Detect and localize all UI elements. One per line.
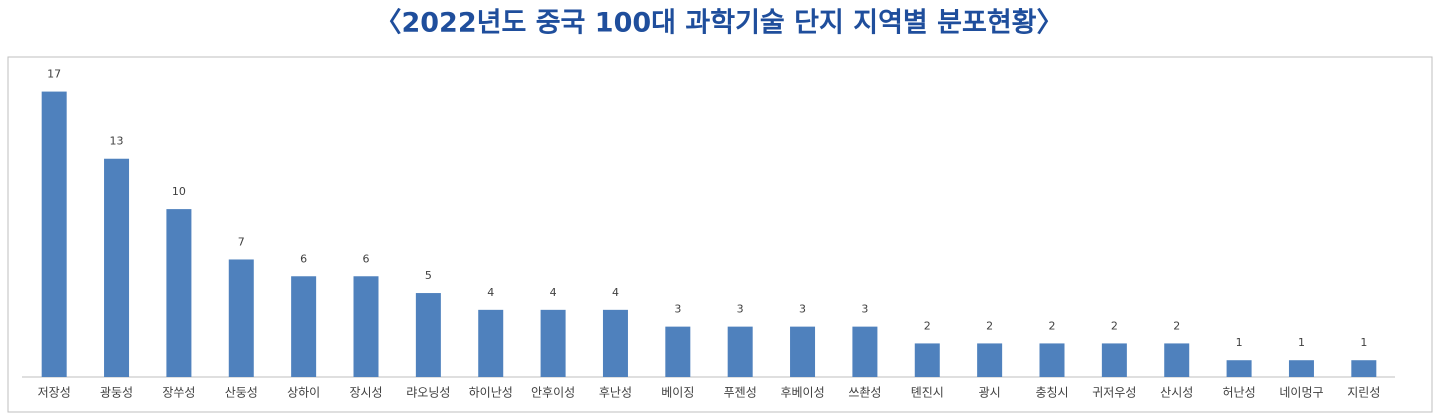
data-label: 2: [1173, 319, 1180, 332]
bar: [914, 343, 940, 377]
x-tick-label: 장쑤성: [162, 386, 195, 400]
data-label: 2: [986, 319, 993, 332]
x-tick-label: 랴오닝성: [406, 386, 450, 400]
x-tick-label: 톈진시: [911, 386, 944, 400]
data-label: 10: [172, 185, 186, 198]
data-label: 2: [1111, 319, 1118, 332]
chart-frame: [7, 56, 1433, 413]
bar: [1351, 360, 1377, 377]
bar: [291, 276, 317, 377]
bar: [1226, 360, 1252, 377]
data-label: 3: [737, 303, 744, 316]
x-tick-label: 광시: [979, 386, 1001, 400]
data-label: 1: [1360, 336, 1367, 349]
bar: [790, 326, 816, 377]
bar: [540, 309, 566, 377]
x-tick-label: 허난성: [1223, 386, 1256, 400]
bar: [852, 326, 878, 377]
x-tick-label: 상하이: [287, 386, 320, 400]
x-tick-label: 푸젠성: [724, 386, 757, 400]
data-label: 6: [363, 252, 370, 265]
bar: [727, 326, 753, 377]
data-label: 3: [674, 303, 681, 316]
bar: [104, 158, 130, 377]
bar: [1101, 343, 1127, 377]
chart-title: 〈2022년도 중국 100대 과학기술 단지 지역별 분포현황〉: [374, 8, 1063, 39]
data-label: 7: [238, 235, 245, 248]
data-label: 1: [1298, 336, 1305, 349]
x-tick-label: 네이멍구: [1279, 386, 1323, 400]
data-label: 5: [425, 269, 432, 282]
x-tick-label: 후난성: [599, 386, 632, 400]
data-label: 2: [1049, 319, 1056, 332]
data-label: 4: [550, 286, 557, 299]
x-tick-label: 후베이성: [780, 386, 824, 400]
bar: [1039, 343, 1065, 377]
x-tick-label: 귀저우성: [1092, 386, 1136, 400]
x-tick-label: 산시성: [1160, 386, 1193, 400]
x-tick-label: 충칭시: [1035, 386, 1068, 400]
bar: [1288, 360, 1314, 377]
bar: [602, 309, 628, 377]
data-label: 6: [300, 252, 307, 265]
x-tick-label: 베이징: [661, 386, 694, 400]
data-label: 2: [924, 319, 931, 332]
data-label: 1: [1236, 336, 1243, 349]
bar: [977, 343, 1003, 377]
x-tick-label: 지린성: [1347, 386, 1380, 400]
bar: [166, 209, 192, 377]
data-label: 3: [861, 303, 868, 316]
x-tick-label: 하이난성: [469, 386, 513, 400]
bar: [41, 91, 67, 377]
data-label: 3: [799, 303, 806, 316]
bar: [415, 293, 441, 377]
bar: [665, 326, 691, 377]
bar: [1164, 343, 1190, 377]
data-label: 17: [47, 68, 61, 81]
x-tick-label: 저장성: [38, 386, 71, 400]
data-label: 13: [110, 135, 124, 148]
x-tick-label: 산둥성: [225, 386, 258, 400]
bar: [478, 309, 504, 377]
x-tick-label: 장시성: [349, 386, 382, 400]
x-tick-label: 쓰촨성: [848, 386, 881, 400]
bar: [228, 259, 254, 377]
x-tick-label: 안후이성: [531, 386, 575, 400]
bar: [353, 276, 379, 377]
data-label: 4: [612, 286, 619, 299]
data-label: 4: [487, 286, 494, 299]
x-tick-label: 광둥성: [100, 386, 133, 400]
